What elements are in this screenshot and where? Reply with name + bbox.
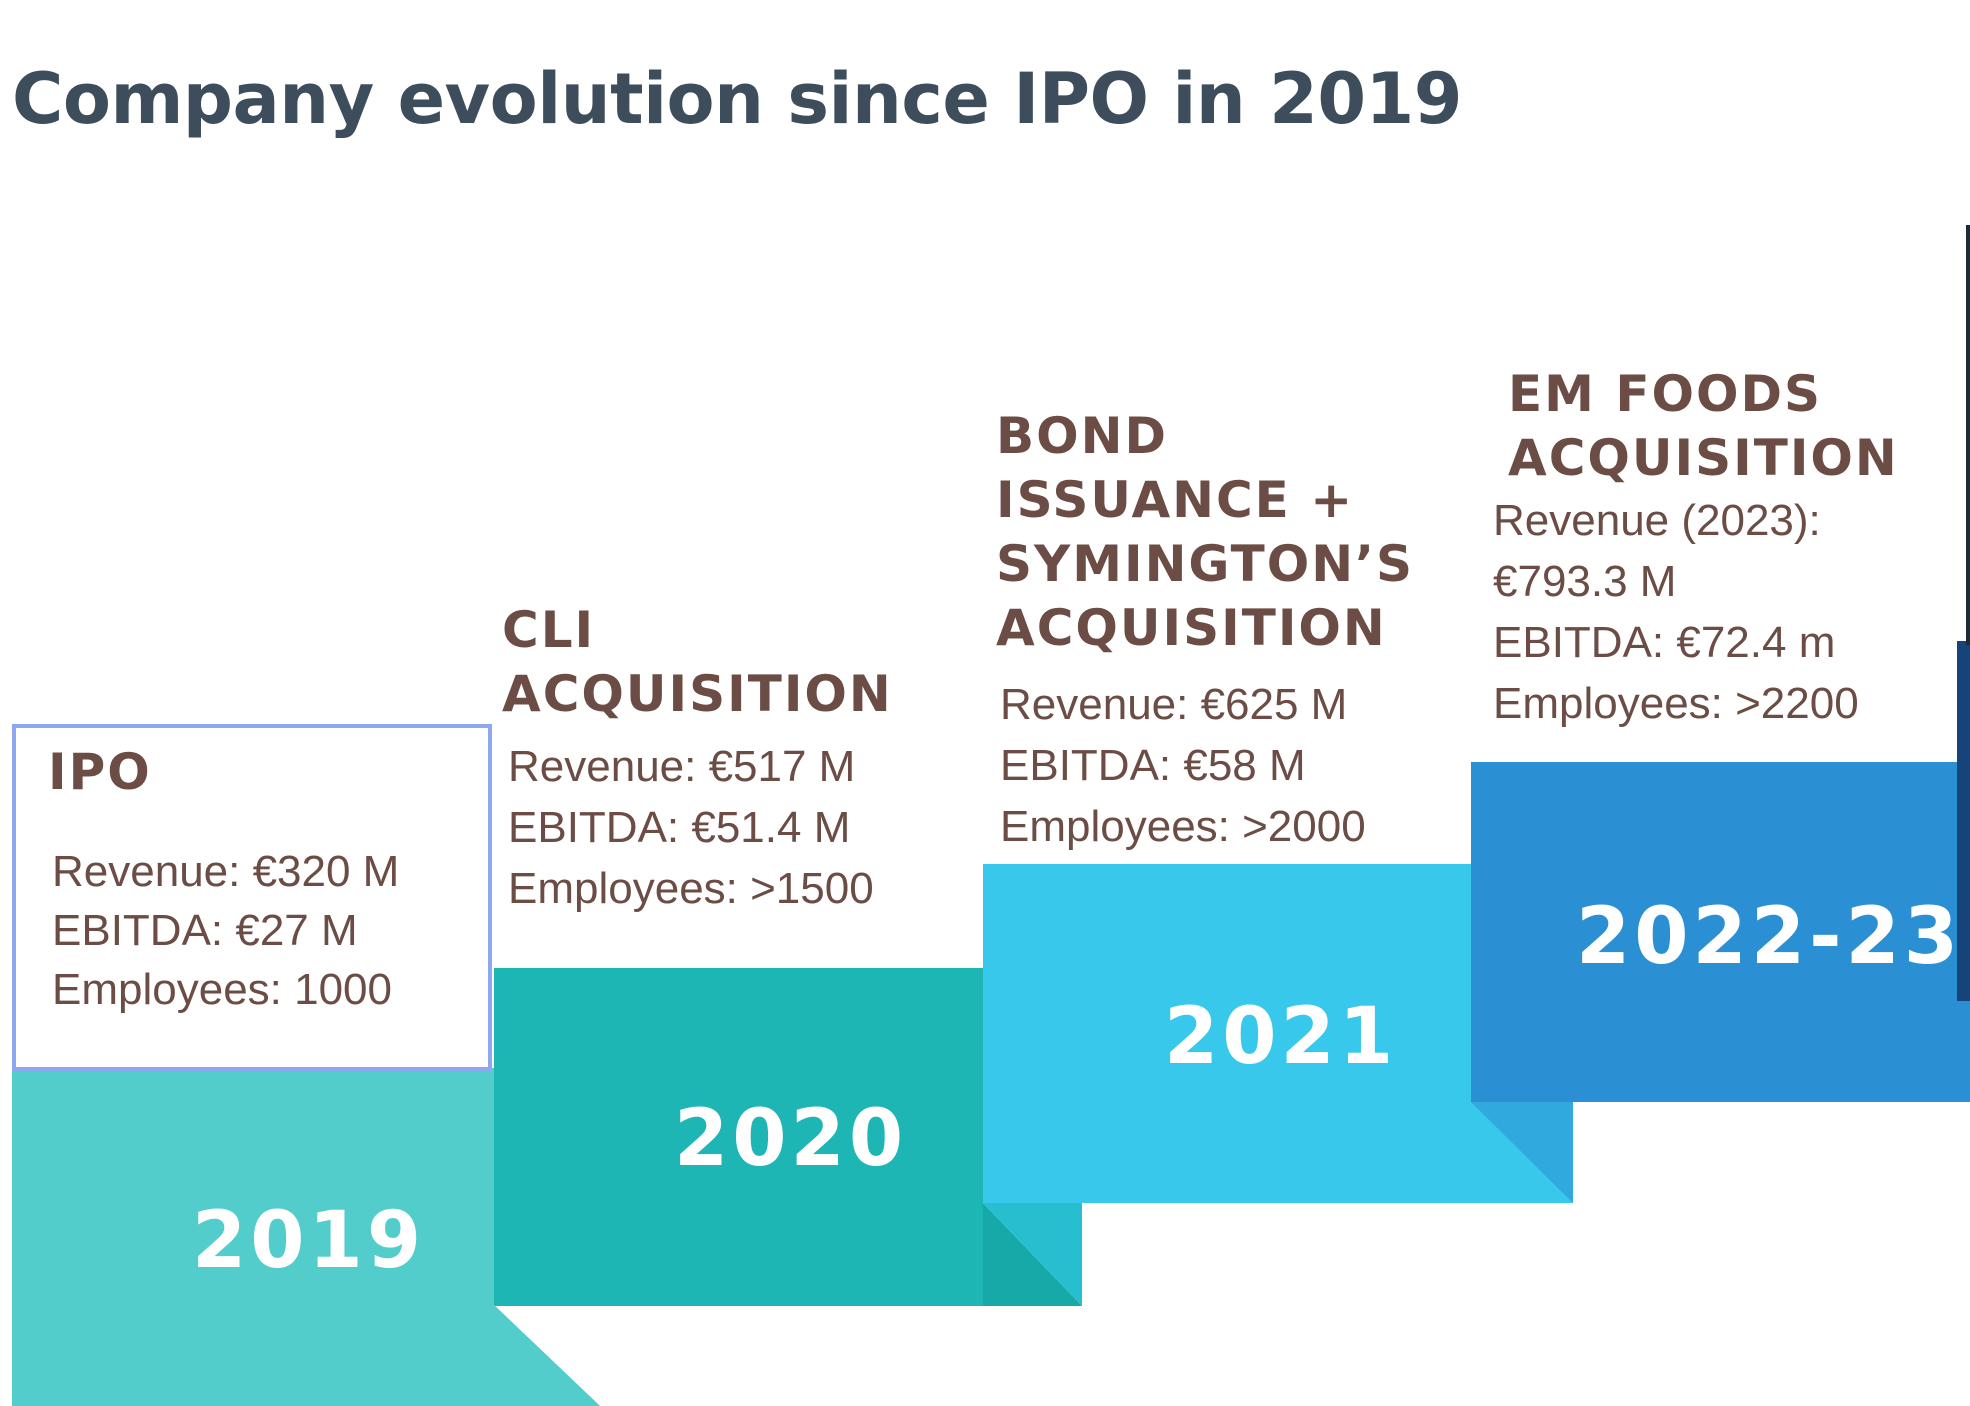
revenue-value: €793.3 M [1493, 557, 1677, 606]
ebitda-value: EBITDA: €58 M [1000, 741, 1306, 790]
employees-value: Employees: 1000 [52, 965, 392, 1014]
step-2020-heading: CLI ACQUISITION [502, 598, 893, 726]
ipo-info-box [12, 724, 492, 1071]
step-2020-stats: Revenue: €517 M EBITDA: €51.4 M Employee… [508, 736, 874, 919]
heading-line: ACQUISITION [502, 665, 893, 723]
heading-line: BOND [996, 407, 1168, 465]
year-label-2020: 2020 [674, 1094, 908, 1184]
step-2021-stats: Revenue: €625 M EBITDA: €58 M Employees:… [1000, 674, 1366, 857]
heading-line: EM FOODS [1508, 365, 1822, 423]
step-2021-block [983, 864, 1573, 1306]
revenue-value: Revenue: €517 M [508, 742, 856, 791]
heading-line: ISSUANCE + [996, 471, 1355, 529]
employees-value: Employees: >2000 [1000, 802, 1366, 851]
heading-line: ACQUISITION [1508, 429, 1899, 487]
revenue-value: Revenue: €320 M [52, 847, 400, 896]
employees-value: Employees: >2200 [1493, 679, 1859, 728]
step-next-block [1957, 225, 1970, 1001]
step-2022-23-stats: Revenue (2023): €793.3 M EBITDA: €72.4 m… [1493, 490, 1859, 734]
revenue-value: Revenue: €625 M [1000, 680, 1348, 729]
ebitda-value: EBITDA: €51.4 M [508, 803, 851, 852]
heading-line: IPO [48, 743, 152, 801]
step-2019-stats: Revenue: €320 M EBITDA: €27 M Employees:… [52, 842, 399, 1019]
revenue-label: Revenue (2023): [1493, 496, 1821, 545]
step-2021-heading: BOND ISSUANCE + SYMINGTON’S ACQUISITION [996, 404, 1414, 660]
heading-line: SYMINGTON’S [996, 535, 1415, 593]
heading-line: CLI [502, 601, 596, 659]
ebitda-value: EBITDA: €27 M [52, 906, 358, 955]
ebitda-value: EBITDA: €72.4 m [1493, 618, 1836, 667]
step-2019-block [12, 1068, 600, 1406]
employees-value: Employees: >1500 [508, 864, 874, 913]
year-label-2019: 2019 [192, 1196, 426, 1286]
step-2022-23-heading: EM FOODS ACQUISITION [1508, 362, 1899, 490]
heading-line: ACQUISITION [996, 599, 1387, 657]
year-label-2022-23: 2022-23 [1576, 892, 1963, 982]
year-label-2021: 2021 [1164, 992, 1398, 1082]
page-title: Company evolution since IPO in 2019 [12, 58, 1462, 140]
step-2022-23-block [1471, 762, 1970, 1102]
step-2019-heading: IPO [48, 740, 152, 804]
